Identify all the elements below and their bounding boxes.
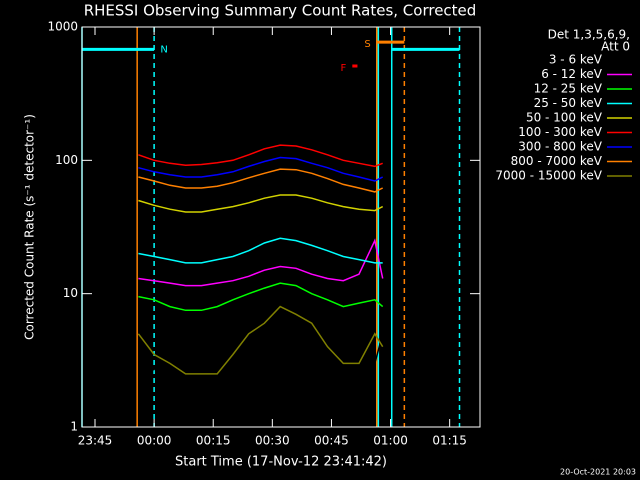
- legend-title: Det 1,3,5,6,9,: [548, 28, 630, 42]
- legend-title: Att 0: [601, 40, 630, 54]
- y-tick-label: 100: [55, 153, 78, 167]
- y-tick-label: 10: [63, 286, 78, 300]
- x-tick-label: 01:15: [432, 434, 467, 448]
- legend-label: 6 - 12 keV: [541, 67, 603, 81]
- x-tick-label: 00:00: [137, 434, 172, 448]
- series-line: [138, 156, 384, 182]
- x-tick-label: 23:45: [78, 434, 113, 448]
- x-tick-label: 00:45: [314, 434, 349, 448]
- series-line: [137, 305, 384, 375]
- x-axis-label: Start Time (17-Nov-12 23:41:42): [175, 455, 387, 470]
- legend-label: 800 - 7000 keV: [511, 154, 603, 168]
- flag-label: N: [160, 44, 167, 55]
- legend-label: 50 - 100 keV: [526, 111, 603, 125]
- y-axis-label: Corrected Count Rate (s⁻¹ detector⁻¹): [23, 114, 37, 340]
- series-line: [138, 287, 384, 375]
- legend-label: 12 - 25 keV: [534, 82, 603, 96]
- series-line: [138, 194, 384, 213]
- flag-label: S: [364, 39, 370, 50]
- flag-label: F: [341, 63, 347, 74]
- chart-title: RHESSI Observing Summary Count Rates, Co…: [84, 2, 477, 20]
- footer: 20-Oct-2021 20:03: [560, 468, 636, 477]
- x-tick-label: 00:15: [196, 434, 231, 448]
- plot-frame: [81, 26, 481, 428]
- legend-label: 100 - 300 keV: [518, 125, 602, 139]
- legend-label: 3 - 6 keV: [549, 53, 603, 67]
- x-tick-label: 00:30: [255, 434, 290, 448]
- legend-label: 300 - 800 keV: [518, 140, 602, 154]
- y-tick-label: 1: [70, 420, 78, 434]
- series-line: [138, 238, 384, 287]
- legend-label: 25 - 50 keV: [534, 96, 603, 110]
- y-tick-label: 1000: [47, 20, 78, 34]
- legend-label: 7000 - 15000 keV: [495, 169, 602, 183]
- x-tick-label: 01:00: [373, 434, 408, 448]
- series-line: [138, 237, 383, 264]
- series-line: [138, 282, 384, 312]
- series-line: [138, 144, 383, 168]
- series-line: [138, 168, 384, 193]
